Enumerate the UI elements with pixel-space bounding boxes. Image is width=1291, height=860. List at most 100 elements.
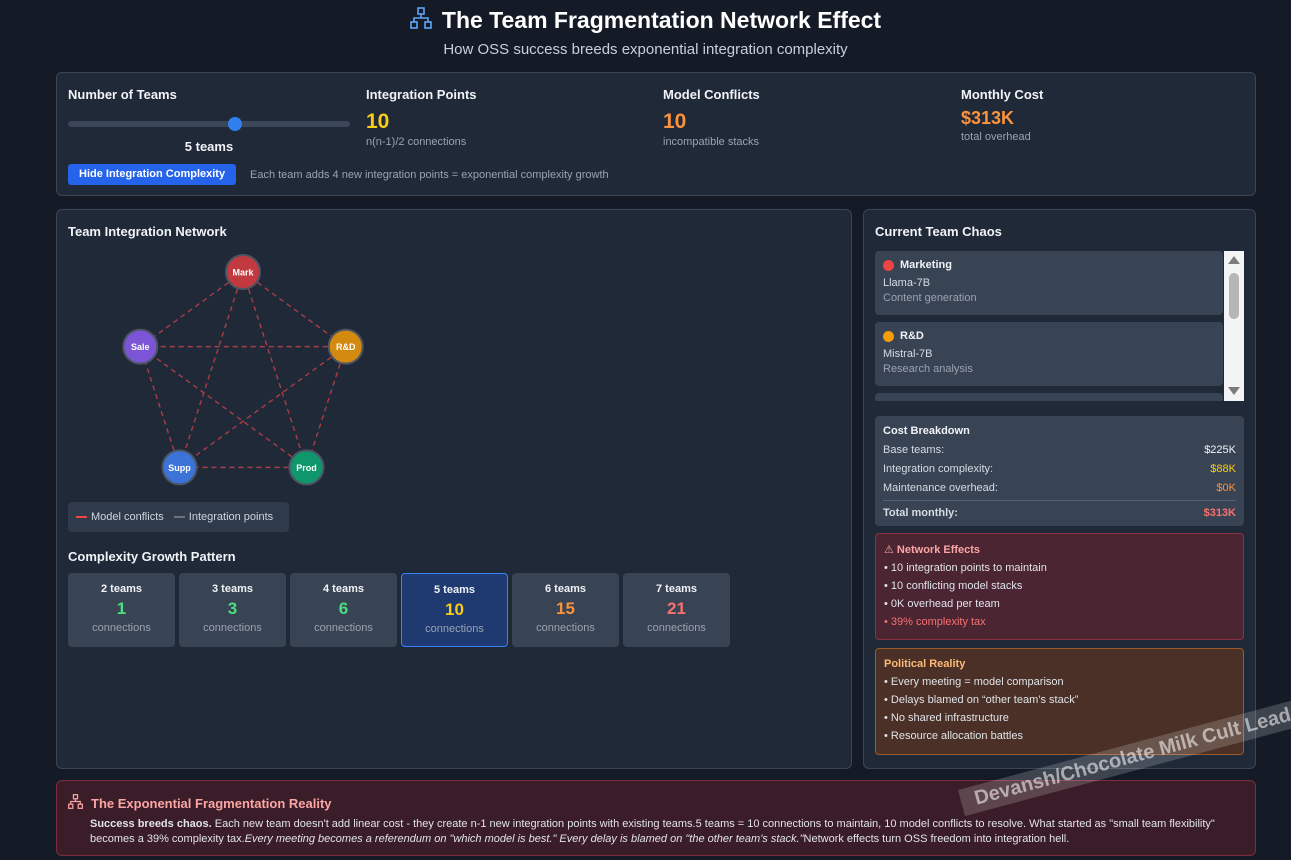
cost-row: Integration complexity: $88K [883,463,1236,475]
team-card-marketing: Marketing Llama-7B Content generation [875,251,1223,315]
network-icon [68,794,83,812]
stat-sub: n(n-1)/2 connections [366,136,467,148]
team-node-label: Supp [168,463,191,473]
cost-row: Base teams: $225K [883,444,1236,456]
integration-edge [139,346,181,468]
scroll-up-icon[interactable] [1228,256,1240,264]
stat-model-conflicts: Model Conflicts 10 incompatible stacks [663,87,760,148]
team-node-rd[interactable]: R&D [327,328,364,365]
team-node-label: R&D [336,342,356,352]
team-chaos-panel: Current Team Chaos Marketing Llama-7B Co… [863,209,1256,769]
network-panel: Team Integration Network Mark R&D Prod Supp… [56,209,852,769]
card-teams: 4 teams [323,583,364,595]
teams-label: Number of Teams [68,87,177,102]
card-label: connections [314,622,373,634]
stat-sub: total overhead [961,131,1031,143]
card-teams: 3 teams [212,583,253,595]
effects-item: • 0K overhead per team [884,598,1000,610]
political-item: • No shared infrastructure [884,712,1009,724]
reality-text: Success breeds chaos. Each new team does… [90,818,1215,845]
card-teams: 6 teams [545,583,586,595]
political-item: • Every meeting = model comparison [884,676,1064,688]
scroll-down-icon[interactable] [1228,387,1240,395]
team-name: Marketing [900,259,952,271]
team-node-mark[interactable]: Mark [225,254,261,290]
political-item: • Resource allocation battles [884,730,1023,742]
cost-title: Cost Breakdown [883,425,970,437]
legend-item-integration: Integration points [173,511,273,523]
card-value: 6 [338,599,349,618]
teams-slider-track[interactable] [68,121,350,127]
team-model: Mistral-7B [883,348,933,360]
teams-slider-thumb[interactable] [228,117,242,131]
team-node-label: Mark [232,268,254,278]
integration-edge [179,346,347,468]
page-header: The Team Fragmentation Network Effect Ho… [0,0,1291,58]
teams-value: 5 teams [184,139,234,154]
network-title: Team Integration Network [68,224,227,239]
effects-item: • 10 conflicting model stacks [884,580,1023,592]
card-value: 21 [667,599,686,618]
team-card-rd: R&D Mistral-7B Research analysis [875,322,1223,386]
growth-card-3[interactable]: 3 teams 3 connections [179,573,286,647]
reality-header: The Exponential Fragmentation Reality [68,794,332,812]
team-card-partial [875,393,1223,401]
growth-card-5[interactable]: 5 teams 10 connections [401,573,508,647]
effects-item: • 10 integration points to maintain [884,562,1047,574]
cost-breakdown: Cost Breakdown Base teams: $225K Integrat… [875,416,1244,526]
team-node-label: Sale [131,342,150,352]
team-node-label: Prod [296,463,317,473]
political-item: • Delays blamed on “other team’s stack” [884,694,1079,706]
card-label: connections [425,623,484,635]
card-value: 10 [445,600,464,619]
chaos-title: Current Team Chaos [875,224,1002,239]
team-list[interactable]: Marketing Llama-7B Content generation R&… [875,251,1244,401]
integration-edge [242,271,347,348]
card-value: 1 [116,599,127,618]
scroll-thumb[interactable] [1229,273,1239,319]
stat-value: 10 [366,110,390,133]
integration-edge [139,346,307,468]
integration-edge [139,271,244,348]
stat-monthly-cost: Monthly Cost $313K total overhead [961,87,1043,143]
reality-panel: The Exponential Fragmentation Reality Su… [56,780,1256,856]
team-node-prod[interactable]: Prod [288,449,325,486]
effects-title: ⚠ Network Effects [884,544,981,556]
political-title: Political Reality [884,658,966,670]
card-label: connections [536,622,595,634]
network-legend: Model conflicts Integration points [68,502,289,532]
legend-item-conflicts: Model conflicts [76,511,164,523]
stat-label: Monthly Cost [961,87,1044,102]
stat-label: Model Conflicts [663,87,760,102]
integration-edge [178,271,244,468]
network-graph: Mark R&D Prod Supp Sale [122,254,364,486]
page-subtitle: How OSS success breeds exponential integ… [443,41,848,58]
team-use: Research analysis [883,363,973,375]
teams-control: Number of Teams [68,87,177,102]
stat-label: Integration Points [366,87,477,102]
growth-card-2[interactable]: 2 teams 1 connections [68,573,175,647]
team-list-scrollbar[interactable] [1224,251,1244,401]
team-name: R&D [900,330,924,342]
card-teams: 7 teams [656,583,697,595]
complexity-note: Each team adds 4 new integration points … [250,169,609,181]
growth-card-4[interactable]: 4 teams 6 connections [290,573,397,647]
effects-highlight: • 39% complexity tax [884,616,986,628]
growth-title: Complexity Growth Pattern [68,549,236,564]
card-label: connections [203,622,262,634]
team-node-supp[interactable]: Supp [161,449,198,486]
growth-card-7[interactable]: 7 teams 21 connections [623,573,730,647]
team-node-sale[interactable]: Sale [122,328,159,365]
growth-card-6[interactable]: 6 teams 15 connections [512,573,619,647]
status-dot [883,330,894,342]
controls-panel: Number of Teams 5 teams Hide Integration… [56,72,1256,196]
network-effects-box: ⚠ Network Effects • 10 integration point… [875,533,1244,640]
stat-sub: incompatible stacks [663,136,759,148]
toggle-complexity-button[interactable]: Hide Integration Complexity [68,164,237,185]
card-teams: 2 teams [101,583,142,595]
card-value: 3 [227,599,238,618]
integration-edge [305,346,347,468]
cost-total: Total monthly: $313K [883,500,1236,519]
cost-row: Maintenance overhead: $0K [883,482,1236,494]
team-model: Llama-7B [883,277,931,289]
